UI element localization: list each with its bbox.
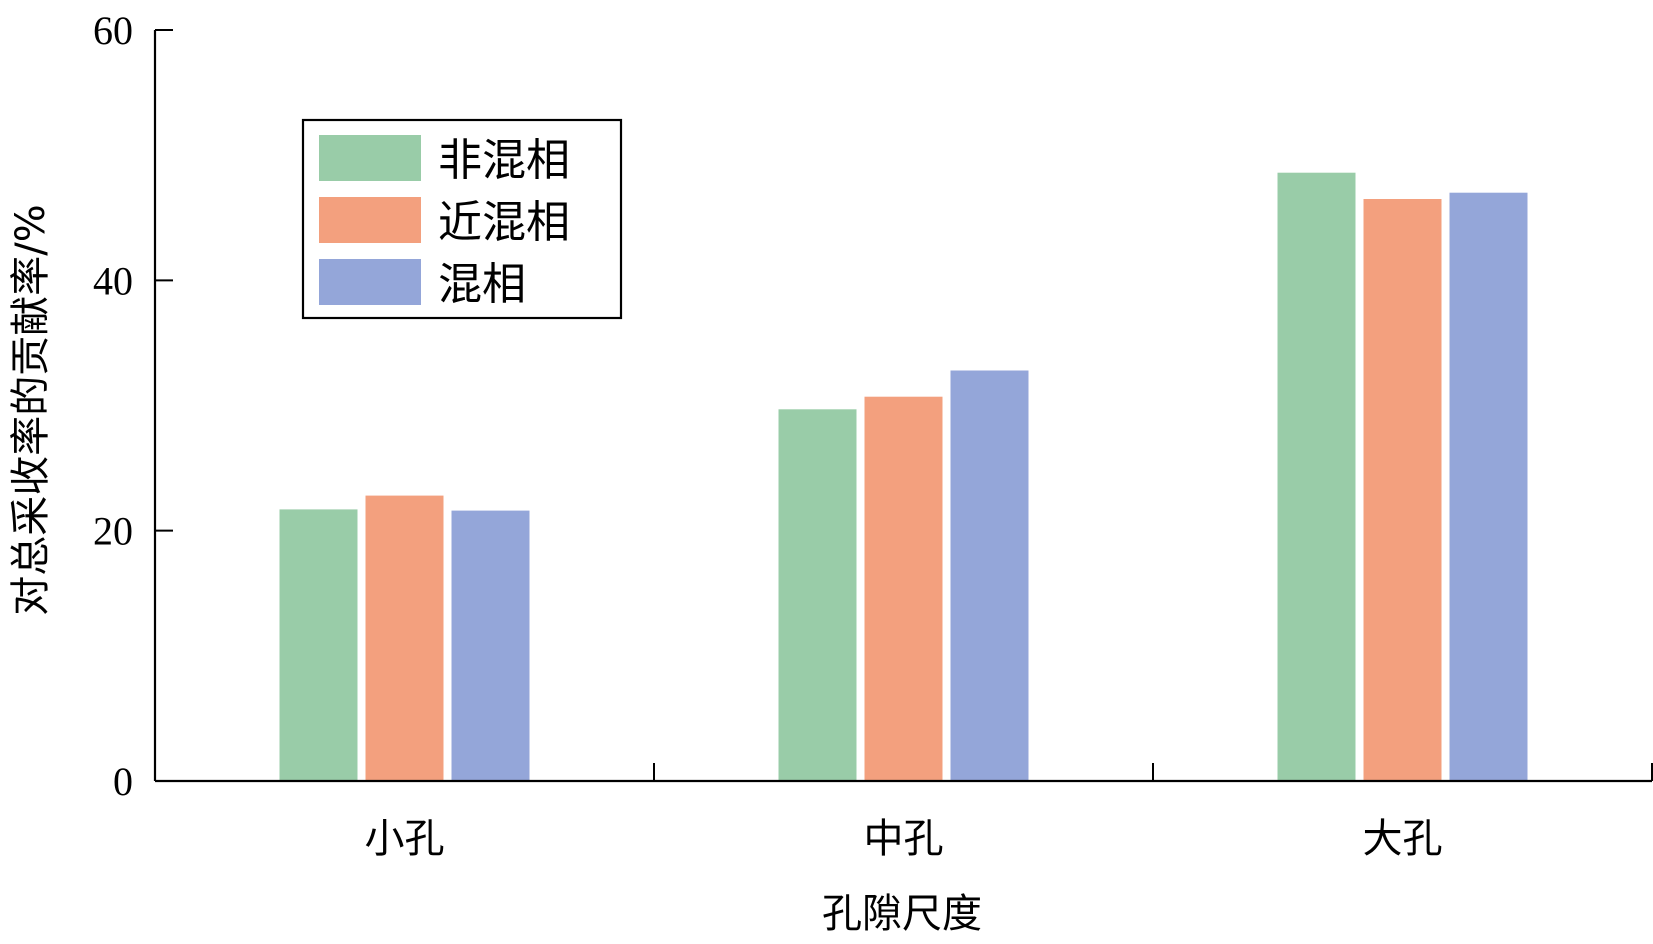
bar-2-series-3 [950,370,1029,781]
bar-2-series-2 [864,396,943,781]
bar-3-series-1 [1277,172,1356,781]
y-tick-label-60: 60 [93,8,133,53]
axes-layer [153,30,1652,783]
bar-2-series-1 [778,409,857,781]
y-axis-title: 对总采收率的贡献率/% [8,204,54,615]
y-ticks: 0 20 40 60 [93,8,173,804]
legend-swatch-3 [319,259,421,305]
bars-layer [279,172,1528,781]
x-category-label-3: 大孔 [1363,816,1443,862]
y-tick-label-0: 0 [113,759,133,804]
legend-label-1: 非混相 [438,135,570,186]
bar-3-series-2 [1363,199,1442,781]
y-tick-label-20: 20 [93,509,133,554]
legend-label-2: 近混相 [438,197,570,248]
legend-swatch-2 [319,197,421,243]
bar-1-series-1 [279,509,358,781]
x-category-label-2: 中孔 [864,816,944,862]
legend-label-3: 混相 [438,259,526,310]
x-ticks: 小孔 中孔 大孔 [365,763,1653,862]
legend-swatch-1 [319,135,421,181]
x-category-label-1: 小孔 [365,816,445,862]
y-tick-label-40: 40 [93,258,133,303]
bar-1-series-3 [451,510,530,781]
bar-1-series-2 [365,495,444,781]
bar-3-series-3 [1449,192,1528,781]
x-axis-title: 孔隙尺度 [822,891,982,937]
